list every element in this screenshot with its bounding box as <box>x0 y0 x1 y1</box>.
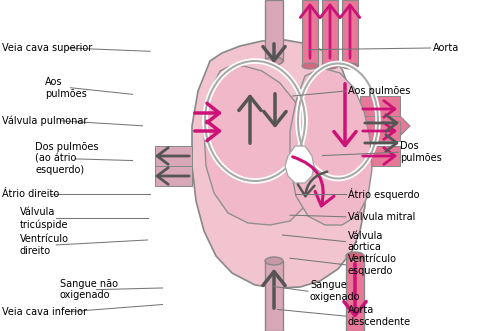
Polygon shape <box>342 0 358 66</box>
Text: Veia cava superior: Veia cava superior <box>2 43 93 53</box>
Polygon shape <box>265 0 283 61</box>
Ellipse shape <box>265 257 283 265</box>
Polygon shape <box>362 116 410 136</box>
Polygon shape <box>360 121 400 141</box>
Polygon shape <box>290 68 372 225</box>
Text: Dos
pulmões: Dos pulmões <box>400 141 442 163</box>
Polygon shape <box>155 166 192 186</box>
Text: Dos pulmões
(ao átrio
esquerdo): Dos pulmões (ao átrio esquerdo) <box>35 142 98 175</box>
Text: Átrio esquerdo: Átrio esquerdo <box>348 188 419 200</box>
Ellipse shape <box>346 252 364 260</box>
Polygon shape <box>265 261 283 331</box>
Polygon shape <box>192 40 365 288</box>
Text: Aorta: Aorta <box>432 43 459 53</box>
Text: Aorta
descendente: Aorta descendente <box>348 305 410 327</box>
Ellipse shape <box>342 63 358 69</box>
Text: Sangue não
oxigenado: Sangue não oxigenado <box>60 279 118 301</box>
Text: Sangue
oxigenado: Sangue oxigenado <box>310 280 360 302</box>
Text: Válvula
aórtica: Válvula aórtica <box>348 231 383 253</box>
Polygon shape <box>204 66 312 225</box>
Ellipse shape <box>265 57 283 65</box>
Polygon shape <box>302 0 318 66</box>
Text: Aos
pulmões: Aos pulmões <box>45 77 87 99</box>
Polygon shape <box>155 146 192 166</box>
Text: Veia cava inferior: Veia cava inferior <box>2 307 87 317</box>
Polygon shape <box>360 96 400 116</box>
Text: Aos pulmões: Aos pulmões <box>348 86 410 96</box>
Text: Ventrículo
direito: Ventrículo direito <box>20 234 69 256</box>
Polygon shape <box>360 146 400 166</box>
Text: Átrio direito: Átrio direito <box>2 189 60 199</box>
Text: Válvula
tricúspide: Válvula tricúspide <box>20 207 68 230</box>
Text: Válvula pulmonar: Válvula pulmonar <box>2 116 88 126</box>
Ellipse shape <box>322 63 338 69</box>
Ellipse shape <box>302 63 318 69</box>
Text: Válvula mitral: Válvula mitral <box>348 212 415 222</box>
Polygon shape <box>322 0 338 66</box>
Polygon shape <box>346 256 364 331</box>
Polygon shape <box>285 146 314 183</box>
Text: Ventrículo
esquerdo: Ventrículo esquerdo <box>348 254 397 276</box>
